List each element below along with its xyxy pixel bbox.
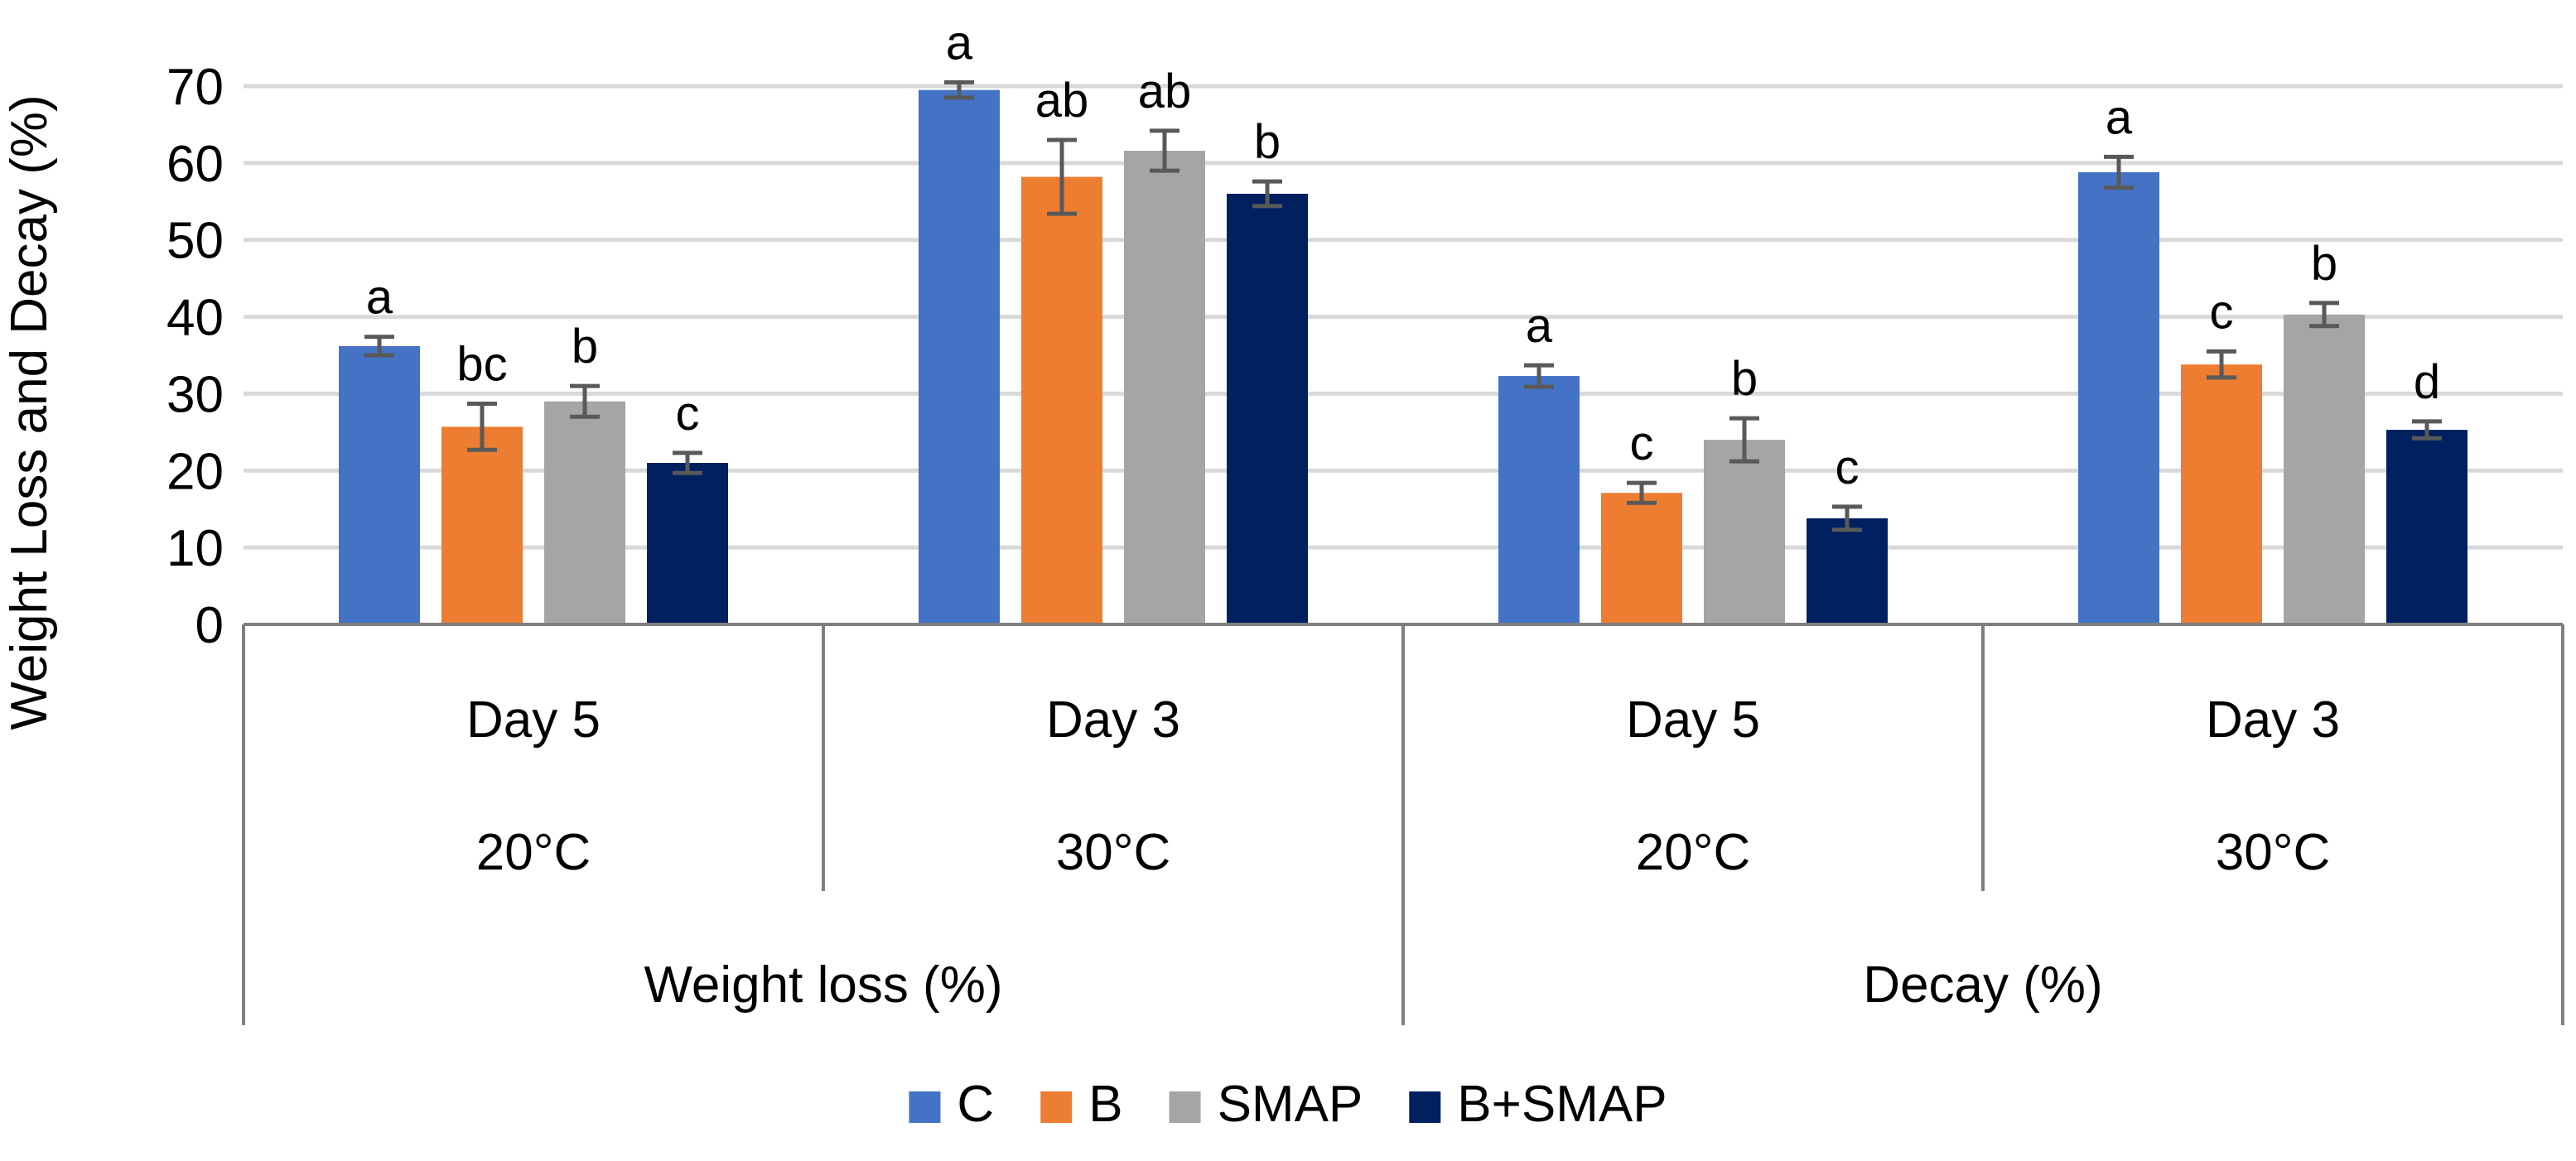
- significance-letter: b: [1731, 352, 1758, 406]
- metric-label: Weight loss (%): [644, 956, 1003, 1014]
- significance-letter: b: [572, 320, 598, 373]
- significance-letter: ab: [1035, 74, 1089, 128]
- bar-b-smap: [1227, 194, 1308, 624]
- y-tick-label: 60: [166, 136, 224, 193]
- y-tick-label: 50: [166, 213, 224, 270]
- day-label: Day 3: [2206, 691, 2340, 749]
- y-tick-label: 70: [166, 59, 224, 116]
- bars: [339, 89, 2467, 625]
- legend-label: B+SMAP: [1457, 1076, 1667, 1133]
- significance-letter: b: [2311, 237, 2337, 291]
- y-tick-label: 20: [166, 443, 224, 500]
- legend-swatch: [1040, 1091, 1073, 1123]
- significance-letter: bc: [456, 338, 507, 392]
- bar-c: [339, 345, 420, 624]
- bar-c: [1498, 376, 1580, 624]
- significance-letter: c: [1630, 417, 1654, 470]
- legend-swatch: [1169, 1091, 1201, 1123]
- category-axis-labels: Day 5 Day 3 Day 5 Day 3 20°C 30°C 20°C 30°C Weig…: [466, 691, 2340, 1014]
- bar-smap: [1704, 440, 1785, 624]
- day-label: Day 5: [466, 691, 601, 749]
- bar-c: [2078, 172, 2159, 624]
- y-tick-label: 10: [166, 520, 224, 577]
- significance-letter: c: [676, 387, 700, 441]
- axes: 0 10 20 30 40 50 60 70: [166, 59, 2564, 1025]
- bar-smap: [1124, 151, 1205, 624]
- bar-b-smap: [2386, 430, 2467, 624]
- legend-label: B: [1088, 1076, 1122, 1133]
- bar-b: [2181, 364, 2262, 624]
- bar-b-smap: [1807, 518, 1888, 624]
- gridlines: [244, 84, 2563, 550]
- temperature-label: 20°C: [1636, 824, 1751, 881]
- temperature-label: 30°C: [1056, 824, 1171, 881]
- bar-smap: [2284, 314, 2365, 624]
- legend-label: C: [957, 1076, 994, 1133]
- day-label: Day 3: [1046, 691, 1180, 749]
- day-label: Day 5: [1626, 691, 1760, 749]
- y-axis-title: Weight Loss and Decay (%): [1, 94, 58, 730]
- significance-letter: b: [1254, 115, 1281, 169]
- significance-letter: a: [946, 16, 973, 70]
- bar-b: [441, 426, 523, 624]
- temperature-label: 20°C: [476, 824, 591, 881]
- significance-letter: c: [2210, 285, 2234, 339]
- y-tick-label: 40: [166, 290, 224, 347]
- significance-letter: ab: [1138, 65, 1192, 118]
- y-tick-label: 0: [195, 597, 224, 654]
- legend: C B SMAP B+SMAP: [909, 1076, 1667, 1133]
- metric-label: Decay (%): [1863, 956, 2102, 1014]
- legend-label: SMAP: [1218, 1076, 1363, 1133]
- legend-swatch: [1409, 1091, 1441, 1123]
- bar-b-smap: [647, 463, 728, 624]
- bar-b: [1021, 176, 1102, 625]
- legend-swatch: [909, 1091, 941, 1123]
- significance-letter: a: [1526, 299, 1553, 353]
- bar-b: [1601, 493, 1682, 624]
- significance-letter: a: [366, 271, 393, 325]
- y-tick-label: 30: [166, 366, 224, 423]
- significance-letter: a: [2106, 90, 2133, 144]
- temperature-label: 30°C: [2216, 824, 2331, 881]
- significance-letter: d: [2414, 355, 2440, 409]
- error-bars: [364, 79, 2442, 532]
- significance-letter: c: [1836, 441, 1860, 494]
- bar-c: [919, 89, 1000, 624]
- bar-smap: [544, 401, 625, 624]
